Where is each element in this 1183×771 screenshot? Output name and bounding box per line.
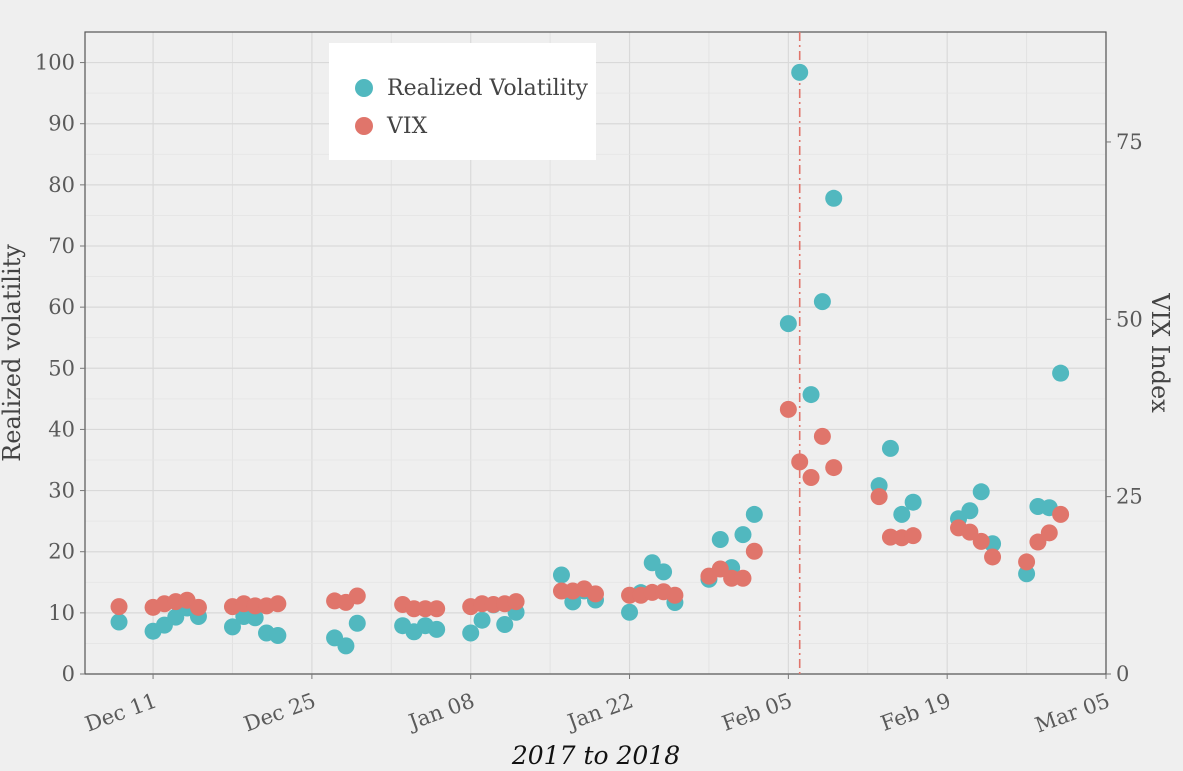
vix-point [587, 585, 604, 603]
realized-volatility-point [825, 189, 843, 207]
realized-volatility-point [223, 618, 241, 636]
vix-point [348, 587, 366, 605]
x-axis-title: 2017 to 2018 [511, 741, 680, 767]
vix-point [791, 453, 809, 471]
y-tick-label: 70 [48, 234, 75, 258]
vix-point [984, 548, 1002, 566]
y-tick-label: 10 [48, 601, 75, 625]
realized-volatility-point [462, 624, 480, 642]
realized-volatility-point [745, 505, 763, 523]
realized-volatility-point [496, 615, 514, 633]
realized-volatility-point [813, 293, 831, 311]
x-tick-label: Mar 05 [1032, 688, 1113, 737]
y-tick-label: 60 [48, 295, 75, 319]
y-tick-label: 30 [48, 479, 75, 503]
x-tick-label: Dec 11 [82, 688, 160, 736]
y-tick-label: 80 [48, 173, 75, 197]
vix-point [666, 586, 684, 604]
realized-volatility-point [428, 620, 446, 638]
vix-point [711, 560, 729, 578]
y2-tick-label: 25 [1116, 485, 1143, 509]
y-tick-label: 0 [62, 662, 75, 686]
vix-point [1040, 524, 1058, 542]
legend: Realized Volatility VIX [329, 43, 596, 160]
vix-point [779, 400, 797, 418]
legend-box [329, 43, 596, 160]
realized-volatility-point [734, 526, 752, 544]
y-tick-label: 50 [48, 356, 75, 380]
realized-volatility-point [791, 63, 809, 81]
realized-volatility-point [904, 493, 922, 511]
vix-point [507, 593, 525, 611]
y2-tick-label: 75 [1116, 130, 1143, 154]
y-axis-title: Realized volatility [0, 244, 26, 462]
realized-volatility-point [110, 613, 128, 631]
x-axis: Dec 11 Dec 25 Jan 08 Jan 22 Feb 05 Feb 19 Mar … [82, 674, 1113, 737]
legend-label-vix: VIX [386, 114, 428, 139]
realized-volatility-point [348, 614, 366, 632]
realized-volatility-point [802, 386, 820, 404]
vix-point [961, 523, 979, 541]
vix-point [802, 468, 820, 486]
vix-point [870, 488, 888, 506]
realized-volatility-point [881, 439, 899, 457]
realized-volatility-point [337, 637, 355, 655]
vix-point [110, 598, 128, 616]
vix-point [745, 542, 763, 560]
realized-volatility-point [893, 505, 911, 523]
legend-label-realized-volatility: Realized Volatility [387, 76, 589, 101]
vix-point [1052, 505, 1070, 523]
vix-point [972, 532, 990, 550]
x-tick-label: Dec 25 [241, 688, 319, 736]
realized-volatility-point [643, 554, 661, 572]
legend-marker-realized-volatility [355, 79, 373, 97]
realized-volatility-point [711, 530, 729, 548]
plot-frame [84, 31, 1107, 675]
y2-axis-title: VIX Index [1146, 292, 1174, 413]
y-tick-label: 90 [48, 112, 75, 136]
y-tick-label: 100 [35, 51, 75, 75]
x-tick-label: Jan 08 [404, 688, 478, 734]
y2-tick-label: 50 [1116, 307, 1143, 331]
realized-volatility-point [246, 609, 264, 627]
vix-series [110, 400, 1070, 618]
legend-marker-vix [355, 117, 373, 135]
vix-point [904, 527, 922, 545]
vix-point [825, 459, 843, 477]
y2-tick-label: 0 [1116, 662, 1129, 686]
realized-volatility-point [1018, 565, 1036, 583]
right-y-axis: 0 25 50 75 [1106, 130, 1143, 686]
realized-volatility-point [473, 611, 491, 629]
vix-point [428, 600, 446, 618]
x-tick-label: Jan 22 [563, 688, 637, 734]
vix-point [269, 595, 287, 613]
left-y-axis: 0 10 20 30 40 50 60 70 80 90 100 [35, 51, 85, 686]
realized-volatility-series [110, 63, 1070, 655]
x-tick-label: Feb 19 [878, 688, 955, 735]
realized-volatility-point [167, 608, 185, 626]
realized-volatility-point [961, 502, 979, 520]
vix-point [1018, 553, 1036, 571]
vix-point [1029, 533, 1047, 551]
realized-volatility-point [972, 483, 990, 501]
realized-volatility-point [552, 566, 570, 584]
realized-volatility-point [779, 315, 797, 333]
y-tick-label: 20 [48, 540, 75, 564]
realized-volatility-point [269, 626, 287, 644]
realized-volatility-point [655, 563, 673, 581]
realized-volatility-point [621, 603, 639, 621]
realized-volatility-point [1052, 364, 1070, 382]
y-tick-label: 40 [48, 417, 75, 441]
vix-point [189, 598, 207, 616]
vix-point [813, 427, 831, 445]
x-tick-label: Feb 05 [719, 688, 796, 735]
vix-point [734, 569, 752, 587]
